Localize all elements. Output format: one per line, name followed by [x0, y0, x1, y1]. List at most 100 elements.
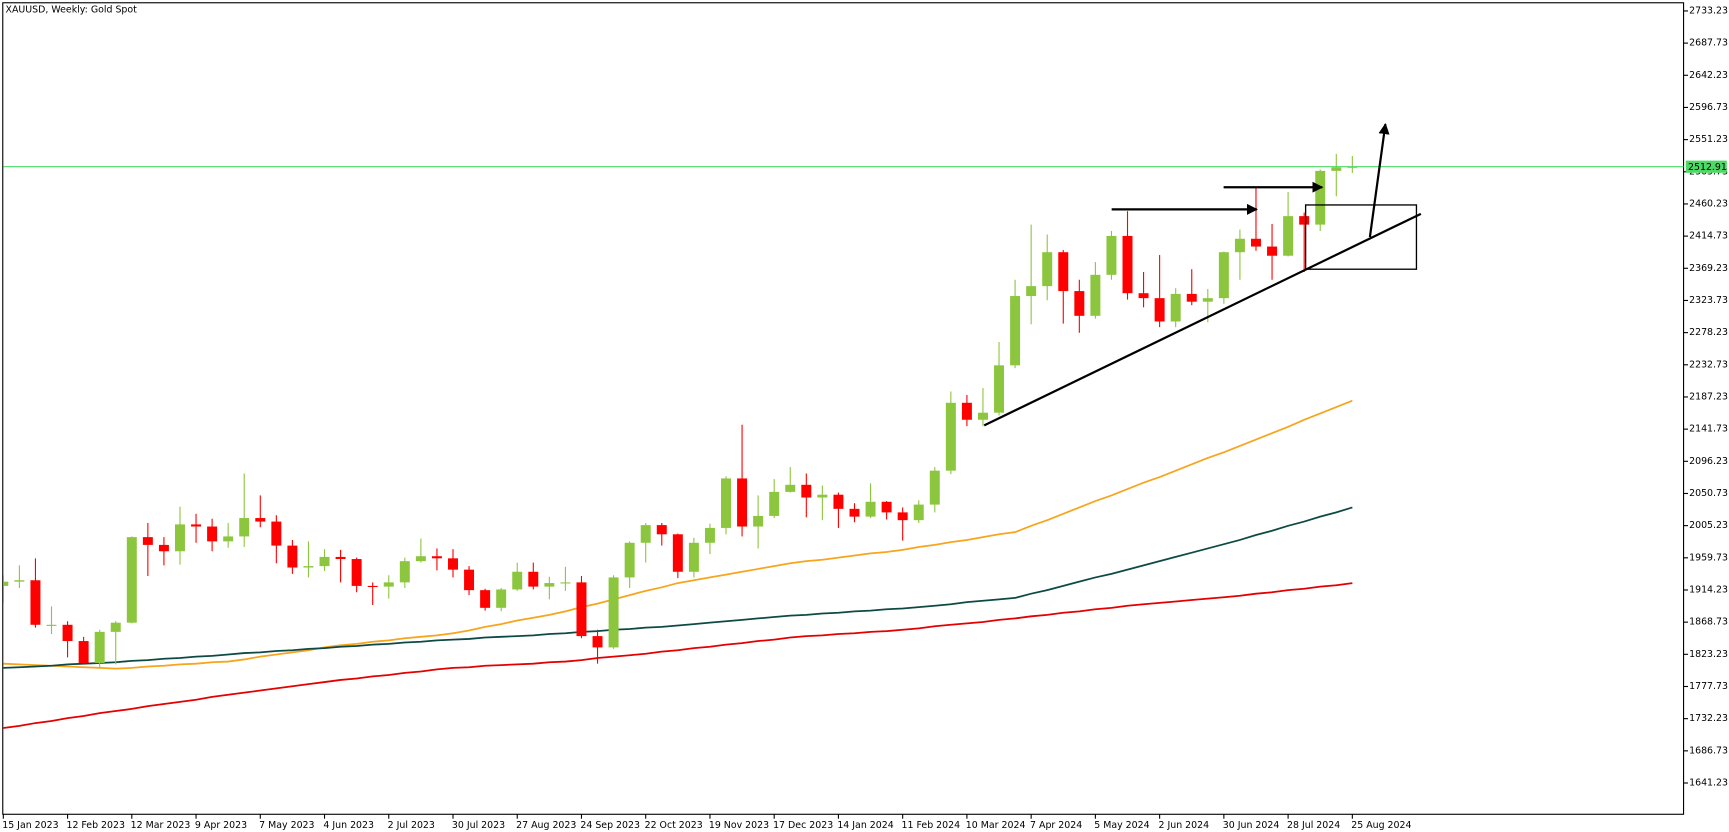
candle-body	[994, 365, 1005, 413]
x-tick-label: 14 Jan 2024	[837, 820, 893, 831]
x-tick-label: 17 Dec 2023	[773, 820, 833, 831]
candle-body	[1010, 296, 1021, 366]
candle-body	[1042, 252, 1053, 287]
trend-line	[983, 212, 1422, 427]
x-tick-label: 7 Apr 2024	[1030, 820, 1082, 831]
candle-body	[14, 580, 25, 582]
y-tick-label: 2551.23	[1689, 134, 1728, 145]
candle-body	[881, 501, 892, 513]
candle-body	[833, 494, 844, 509]
x-tick-label: 25 Aug 2024	[1351, 820, 1411, 831]
candle-body	[961, 402, 972, 420]
candle-body	[78, 641, 89, 663]
candle-body	[110, 622, 121, 632]
overlay-layer	[3, 399, 1353, 729]
x-tick-label: 15 Jan 2023	[2, 820, 58, 831]
candle-body	[1090, 274, 1101, 316]
moving-average	[3, 582, 1353, 729]
x-tick-label: 2 Jun 2024	[1159, 820, 1210, 831]
candle-body	[287, 545, 298, 568]
candle-body	[303, 566, 314, 568]
candle-body	[544, 583, 555, 587]
candle-body	[46, 624, 57, 626]
candle-body	[255, 518, 266, 522]
candle-body	[367, 585, 378, 588]
last-price-label: 2512.91	[1688, 162, 1727, 173]
candle-body	[1331, 167, 1342, 171]
x-tick-label: 2 Jul 2023	[388, 820, 435, 831]
x-tick-label: 22 Oct 2023	[645, 820, 703, 831]
candle-body	[849, 508, 860, 517]
candle-body	[30, 580, 41, 625]
candle-body	[1058, 252, 1069, 292]
y-tick-label: 1686.73	[1689, 745, 1728, 756]
candle-body	[335, 556, 346, 560]
axes: 1641.23 1686.73 1732.23 1777.73 1823.23 1868.…	[2, 5, 1728, 830]
candle-layer	[3, 153, 1358, 668]
candle-body	[1074, 291, 1085, 316]
candle-body	[271, 521, 282, 546]
x-tick-label: 11 Feb 2024	[902, 820, 961, 831]
candle-body	[1218, 252, 1229, 299]
x-tick-label: 28 Jul 2024	[1287, 820, 1340, 831]
candle-body	[464, 569, 475, 591]
candle-body	[801, 484, 812, 498]
x-tick-label: 19 Nov 2023	[709, 820, 769, 831]
candle-body	[977, 412, 988, 420]
candle-body	[239, 518, 250, 537]
y-tick-label: 2278.23	[1689, 327, 1728, 338]
y-tick-label: 2323.73	[1689, 295, 1728, 306]
x-tick-label: 9 Apr 2023	[195, 820, 247, 831]
candle-body	[512, 571, 523, 590]
annotations	[983, 122, 1422, 427]
y-tick-label: 2369.23	[1689, 263, 1728, 274]
x-tick-label: 5 May 2024	[1094, 820, 1149, 831]
y-tick-label: 2642.23	[1689, 70, 1728, 81]
candle-body	[721, 478, 732, 528]
candle-body	[672, 534, 683, 572]
zone-box	[1304, 204, 1418, 270]
candle-body	[769, 491, 780, 516]
candle-body	[688, 542, 699, 572]
plot-frame	[2, 2, 1685, 815]
candle-body	[1202, 298, 1213, 302]
candle-body	[448, 558, 458, 570]
y-tick-label: 2460.23	[1689, 198, 1728, 209]
candle-body	[1106, 235, 1117, 275]
y-tick-label: 1732.23	[1689, 713, 1728, 724]
candle-body	[399, 561, 410, 583]
y-tick-label: 2096.23	[1689, 456, 1728, 467]
candle-body	[560, 582, 571, 584]
candle-body	[174, 524, 185, 552]
y-tick-label: 1777.73	[1689, 681, 1728, 692]
candle-body	[1267, 246, 1278, 256]
candle-body	[1170, 293, 1181, 322]
candle-body	[1138, 293, 1149, 299]
y-tick-label: 2232.73	[1689, 359, 1728, 370]
candle-body	[1250, 238, 1261, 247]
candle-body	[592, 636, 603, 648]
candle-body	[383, 582, 394, 587]
x-tick-label: 30 Jul 2023	[452, 820, 505, 831]
candle-body	[929, 470, 940, 505]
candle-body	[640, 525, 651, 543]
y-tick-label: 1959.73	[1689, 552, 1728, 563]
candle-body	[94, 631, 105, 663]
candle-body	[1026, 286, 1037, 297]
candle-body	[431, 556, 442, 559]
candle-body	[158, 544, 169, 552]
candle-body	[142, 537, 153, 545]
candle-body	[1186, 293, 1197, 302]
candle-body	[1122, 235, 1133, 294]
chart-title: XAUUSD, Weekly: Gold Spot	[6, 4, 138, 15]
y-tick-label: 1823.23	[1689, 649, 1728, 660]
candle-body	[865, 501, 876, 517]
y-tick-label: 2733.23	[1689, 5, 1728, 16]
candle-body	[415, 556, 426, 562]
candle-body	[223, 536, 234, 542]
y-tick-label: 2596.73	[1689, 102, 1728, 113]
candle-body	[496, 589, 507, 608]
candle-body	[528, 571, 539, 587]
